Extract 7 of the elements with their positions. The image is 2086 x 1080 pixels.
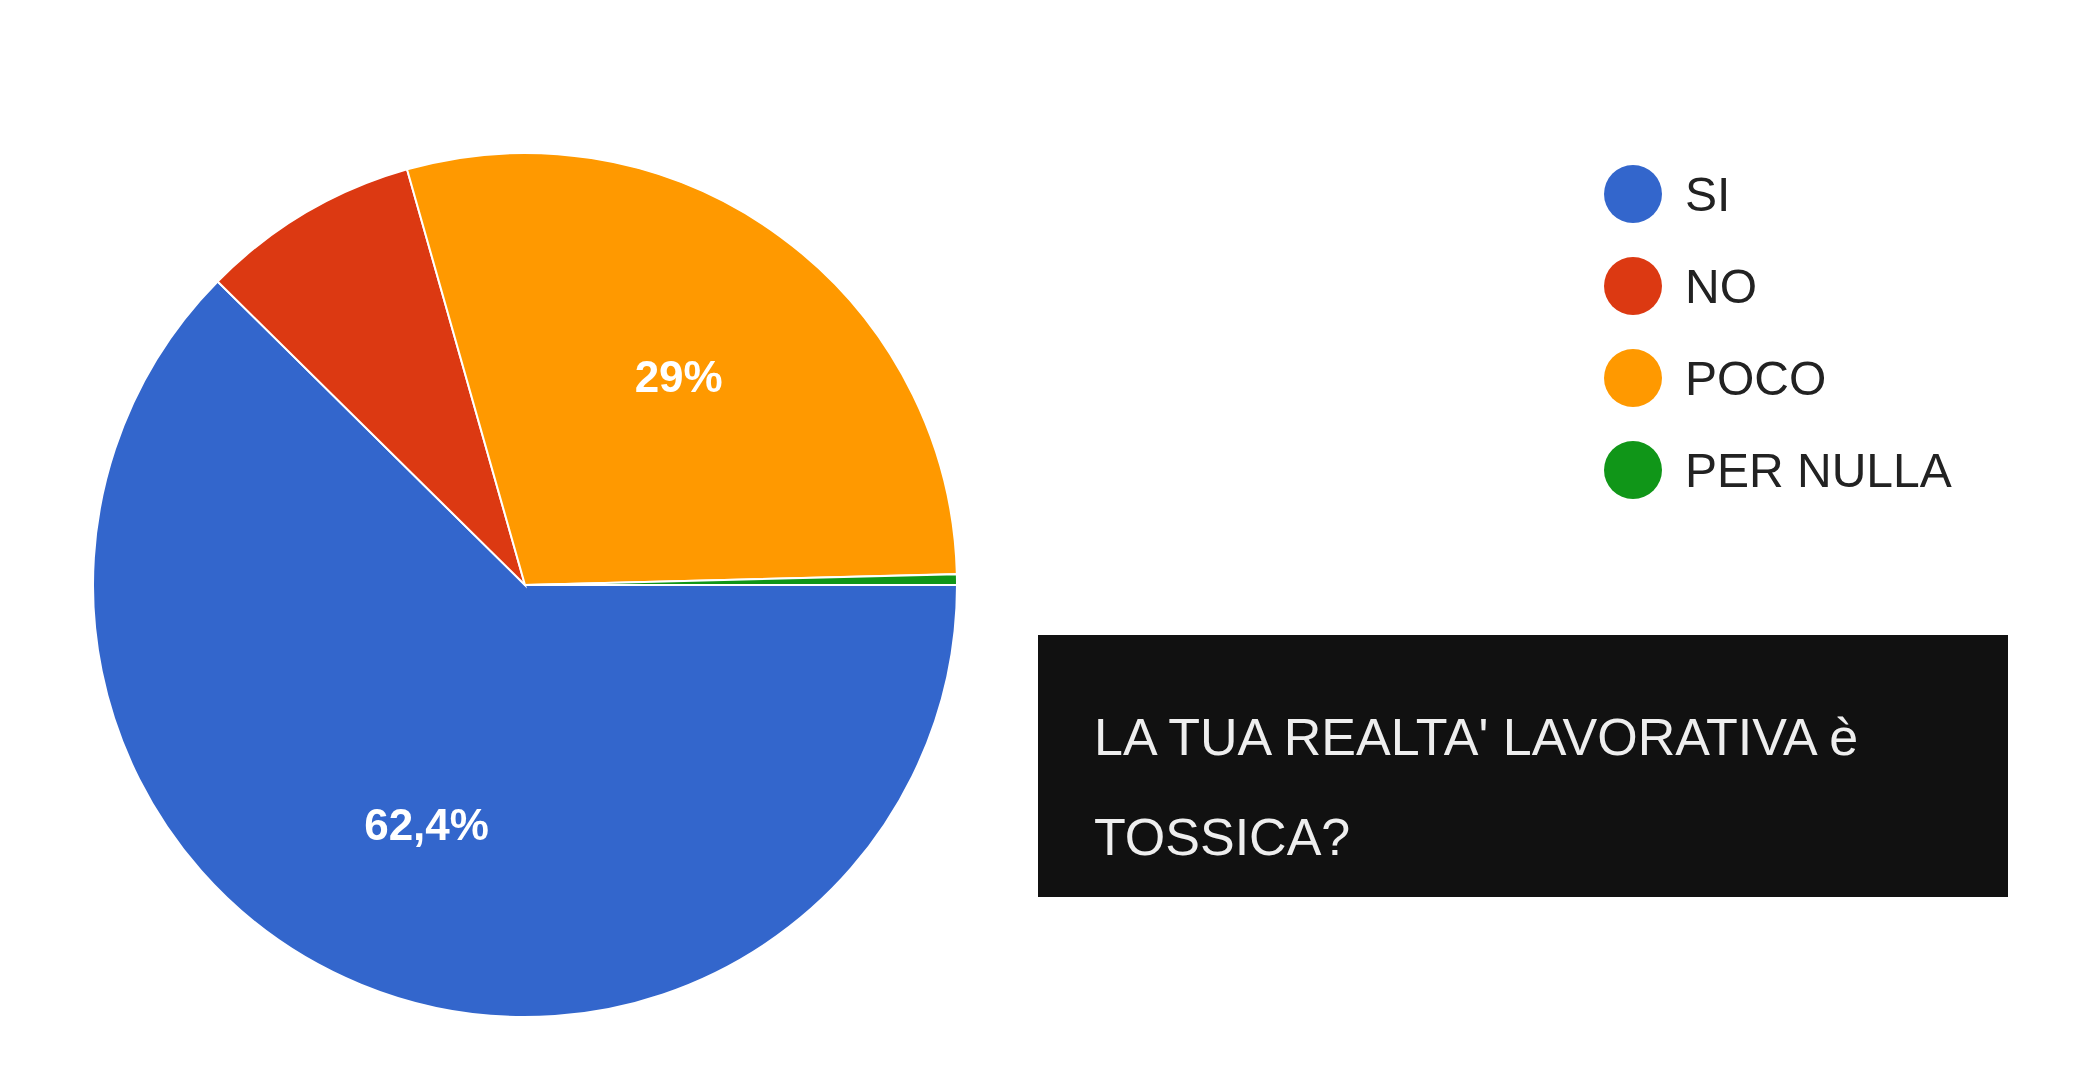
legend-label: POCO	[1685, 350, 1827, 406]
legend-label: PER NULLA	[1685, 442, 1952, 498]
data-label: 29%	[634, 351, 723, 401]
legend-label: SI	[1685, 166, 1731, 222]
text: LA TUA REALTA' LAVORATIVA è TOSSICA?	[1038, 635, 2008, 897]
data-label: 62,4%	[364, 800, 489, 850]
legend-label: NO	[1685, 258, 1757, 314]
